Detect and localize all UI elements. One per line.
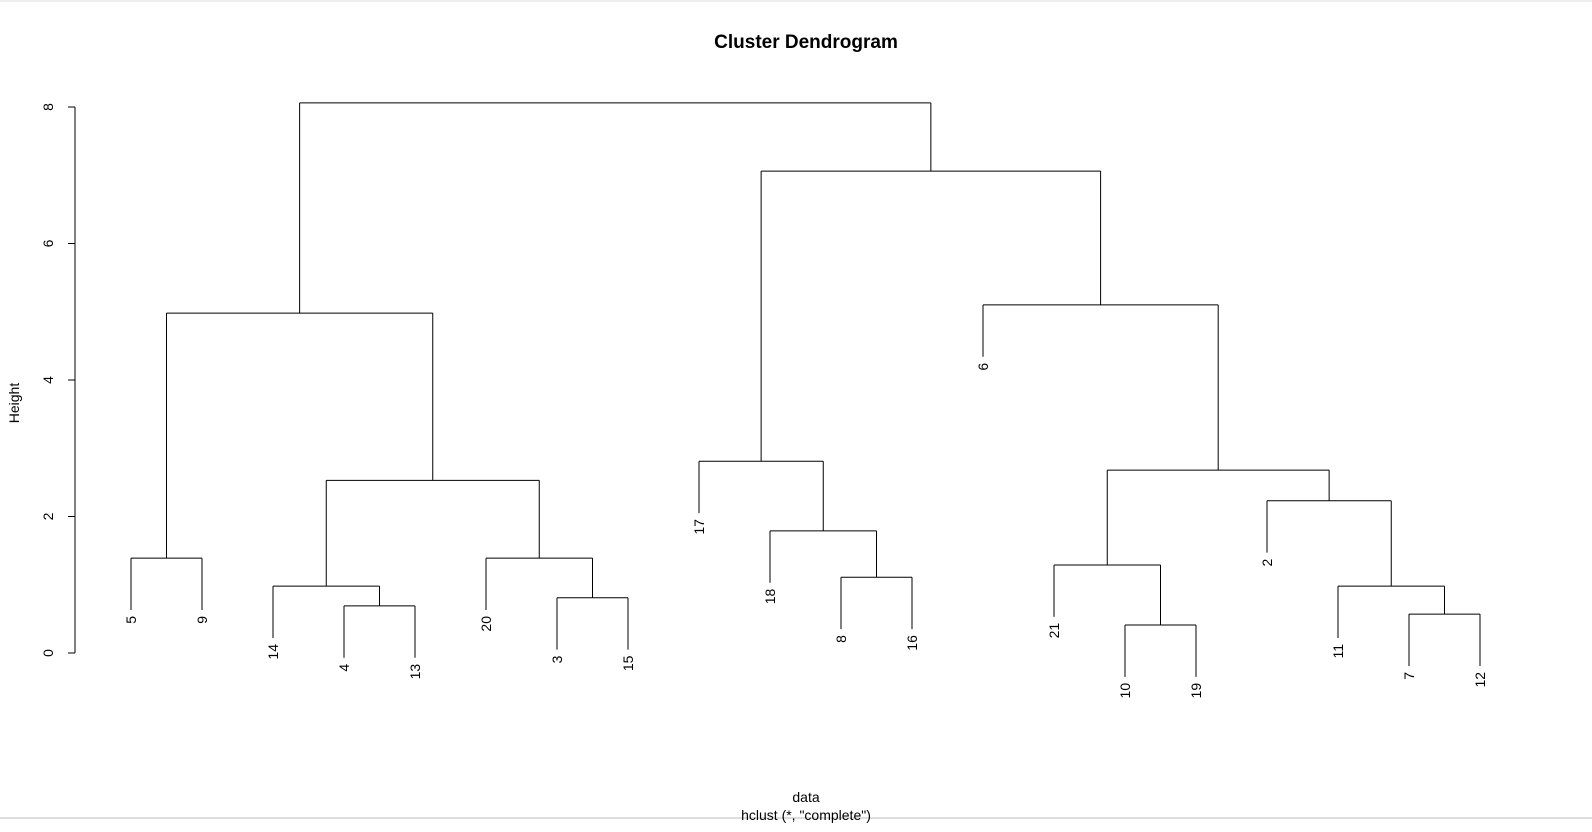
leaf-label: 4 (336, 664, 352, 672)
leaf-label: 19 (1188, 683, 1204, 699)
x-axis-label: data (792, 789, 819, 805)
leaf-label: 7 (1401, 672, 1417, 680)
leaf-label: 13 (407, 664, 423, 680)
leaf-label: 20 (478, 616, 494, 632)
leaf-label: 12 (1472, 672, 1488, 688)
leaf-label: 2 (1259, 558, 1275, 566)
leaf-label: 9 (194, 616, 210, 624)
leaf-label: 21 (1046, 623, 1062, 639)
leaf-label: 6 (975, 363, 991, 371)
y-tick-label: 2 (40, 512, 56, 520)
leaf-label: 18 (762, 588, 778, 604)
leaf-label: 8 (833, 635, 849, 643)
subtitle: hclust (*, "complete") (741, 807, 871, 823)
leaf-label: 3 (549, 655, 565, 663)
y-tick-label: 8 (40, 103, 56, 111)
y-tick-label: 0 (40, 649, 56, 657)
y-axis-label: Height (6, 383, 22, 424)
leaf-label: 5 (123, 616, 139, 624)
leaf-label: 14 (265, 644, 281, 660)
chart-title: Cluster Dendrogram (714, 32, 898, 53)
leaf-label: 16 (904, 635, 920, 651)
leaf-label: 11 (1330, 644, 1346, 659)
leaf-label: 17 (691, 519, 707, 535)
leaf-label: 10 (1117, 683, 1133, 699)
y-tick-label: 6 (40, 239, 56, 247)
y-tick-label: 4 (40, 376, 56, 384)
leaf-label: 15 (620, 655, 636, 671)
